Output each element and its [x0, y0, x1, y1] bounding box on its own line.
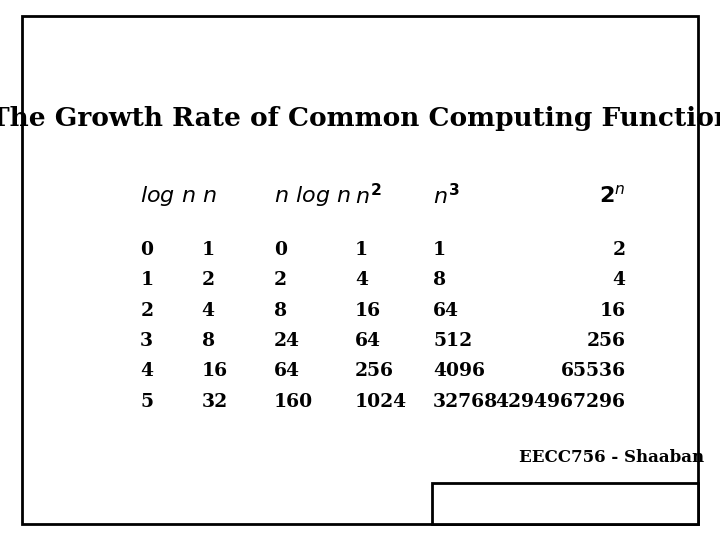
Text: $\mathbf{\mathit{log\ n}}$: $\mathbf{\mathit{log\ n}}$ [140, 184, 196, 208]
Text: 5: 5 [140, 393, 153, 410]
Text: 2: 2 [274, 271, 287, 289]
Text: $\mathbf{\mathit{n}^3}$: $\mathbf{\mathit{n}^3}$ [433, 183, 460, 208]
Text: 8: 8 [202, 332, 215, 350]
Text: 1: 1 [140, 271, 153, 289]
Text: The Growth Rate of Common Computing Functions: The Growth Rate of Common Computing Func… [0, 106, 720, 131]
Text: 8: 8 [274, 301, 287, 320]
Text: 4: 4 [355, 271, 368, 289]
Text: 2: 2 [613, 241, 626, 259]
Text: $\mathbf{\mathit{n\ log\ n}}$: $\mathbf{\mathit{n\ log\ n}}$ [274, 184, 351, 208]
Text: 64: 64 [274, 362, 300, 380]
Text: $\mathbf{2^{\mathit{n}}}$: $\mathbf{2^{\mathit{n}}}$ [599, 185, 626, 207]
Text: 2: 2 [202, 271, 215, 289]
Text: 1: 1 [433, 241, 446, 259]
Text: 256: 256 [355, 362, 394, 380]
Text: 64: 64 [433, 301, 459, 320]
Text: 4: 4 [202, 301, 215, 320]
Text: 0: 0 [140, 241, 153, 259]
Text: EECC756 - Shaaban: EECC756 - Shaaban [519, 449, 704, 466]
Text: 16: 16 [355, 301, 381, 320]
Text: $\mathbf{\mathit{n}^2}$: $\mathbf{\mathit{n}^2}$ [355, 183, 382, 208]
Text: 64: 64 [355, 332, 381, 350]
Text: 65536: 65536 [561, 362, 626, 380]
Text: 4294967296: 4294967296 [495, 393, 626, 410]
Text: 4096: 4096 [433, 362, 485, 380]
Text: 4: 4 [140, 362, 153, 380]
Text: 16: 16 [600, 301, 626, 320]
Text: 32768: 32768 [433, 393, 498, 410]
Text: 256: 256 [587, 332, 626, 350]
Text: 1024: 1024 [355, 393, 408, 410]
Text: 8: 8 [433, 271, 446, 289]
Text: 160: 160 [274, 393, 313, 410]
Text: 32: 32 [202, 393, 228, 410]
Text: 0: 0 [274, 241, 287, 259]
Text: $\mathbf{\mathit{n}}$: $\mathbf{\mathit{n}}$ [202, 186, 216, 206]
Text: 4: 4 [613, 271, 626, 289]
Text: 3: 3 [140, 332, 153, 350]
Text: 1: 1 [202, 241, 215, 259]
Text: 16: 16 [202, 362, 228, 380]
Text: 24: 24 [274, 332, 300, 350]
Text: 1: 1 [355, 241, 368, 259]
Text: 512: 512 [433, 332, 472, 350]
Text: 2: 2 [140, 301, 153, 320]
